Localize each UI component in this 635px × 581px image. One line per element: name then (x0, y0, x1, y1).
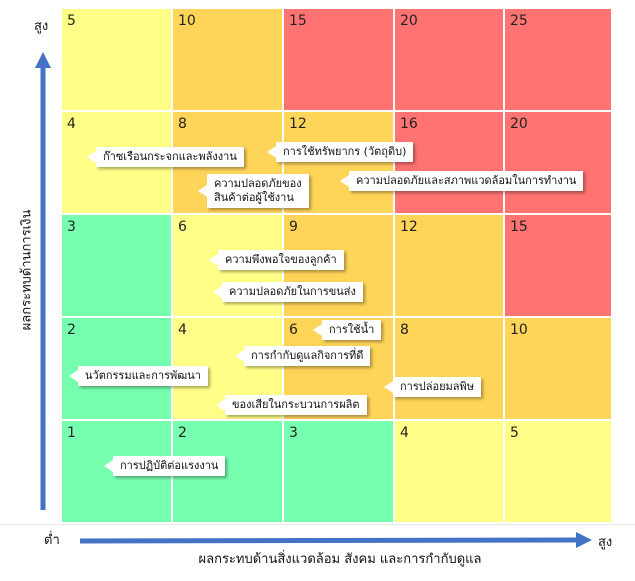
y-axis-high-label: สูง (34, 19, 49, 34)
origin-low-label: ต่ำ (44, 533, 60, 548)
cell-value: 8 (178, 116, 187, 132)
issue-label: การกำกับดูแลกิจการที่ดี (234, 346, 371, 366)
matrix-cell: 3 (62, 215, 173, 318)
issue-label: นวัตกรรมและการพัฒนา (69, 366, 208, 386)
matrix-cell: 20 (395, 9, 505, 112)
cell-value: 12 (289, 116, 307, 132)
cell-value: 20 (510, 116, 528, 132)
issue-label: ความปลอดภัยและสภาพแวดล้อมในการทำงาน (339, 171, 584, 191)
matrix-cell: 5 (62, 9, 173, 112)
x-axis-arrow-head (576, 532, 592, 548)
issue-label: การใช้ทรัพยากร (วัตถุดิบ) (266, 142, 414, 162)
cell-value: 25 (510, 13, 528, 29)
cell-value: 12 (400, 219, 418, 235)
cell-value: 2 (67, 322, 76, 338)
issue-label: ความปลอดภัยในการขนส่ง (213, 282, 363, 302)
matrix-cell: 16 (395, 112, 505, 215)
cell-value: 3 (67, 219, 76, 235)
cell-value: 8 (400, 322, 409, 338)
cell-value: 6 (289, 322, 298, 338)
cell-value: 15 (289, 13, 307, 29)
matrix-cell: 4 (395, 421, 505, 524)
matrix-cell: 3 (284, 421, 395, 524)
issue-label: การปฏิบัติต่อแรงงาน (103, 456, 226, 476)
matrix-cell: 15 (505, 215, 613, 318)
cell-value: 6 (178, 219, 187, 235)
baseline (0, 524, 635, 525)
cell-value: 3 (289, 425, 298, 441)
matrix-cell: 10 (505, 318, 613, 421)
cell-value: 4 (67, 116, 76, 132)
cell-value: 20 (400, 13, 418, 29)
y-axis-arrow-head (35, 52, 51, 68)
cell-value: 1 (67, 425, 76, 441)
cell-value: 9 (289, 219, 298, 235)
cell-value: 5 (67, 13, 76, 29)
y-axis-title: ผลกระทบด้านการเงิน (19, 209, 35, 331)
issue-label: การปล่อยมลพิษ (383, 377, 482, 397)
matrix-cell: 12 (395, 215, 505, 318)
matrix-cell: 20 (505, 112, 613, 215)
issue-label: ความปลอดภัยของ สินค้าต่อผู้ใช้งาน (198, 174, 309, 208)
cell-value: 4 (400, 425, 409, 441)
matrix-cell: 15 (284, 9, 395, 112)
cell-value: 10 (178, 13, 196, 29)
risk-matrix: 5 10 15 20 25 4 8 12 16 20 3 6 9 12 15 2… (62, 9, 613, 524)
issue-label: ความพึงพอใจของลูกค้า (209, 250, 344, 270)
cell-value: 5 (510, 425, 519, 441)
matrix-cell: 8 (395, 318, 505, 421)
cell-value: 16 (400, 116, 418, 132)
matrix-cell: 25 (505, 9, 613, 112)
x-axis-arrow-line (79, 537, 579, 544)
cell-value: 15 (510, 219, 528, 235)
matrix-cell: 10 (173, 9, 284, 112)
cell-value: 2 (178, 425, 187, 441)
issue-label: ก๊าซเรือนกระจกและพลังงาน (87, 147, 244, 167)
issue-label: ของเสียในกระบวนการผลิต (216, 395, 367, 415)
cell-value: 4 (178, 322, 187, 338)
x-axis-title: ผลกระทบด้านสิ่งแวดล้อม สังคม และการกำกับ… (198, 552, 482, 567)
x-axis-high-label: สูง (598, 535, 613, 550)
issue-label: การใช้น้ำ (312, 320, 382, 340)
matrix-cell: 5 (505, 421, 613, 524)
cell-value: 10 (510, 322, 528, 338)
